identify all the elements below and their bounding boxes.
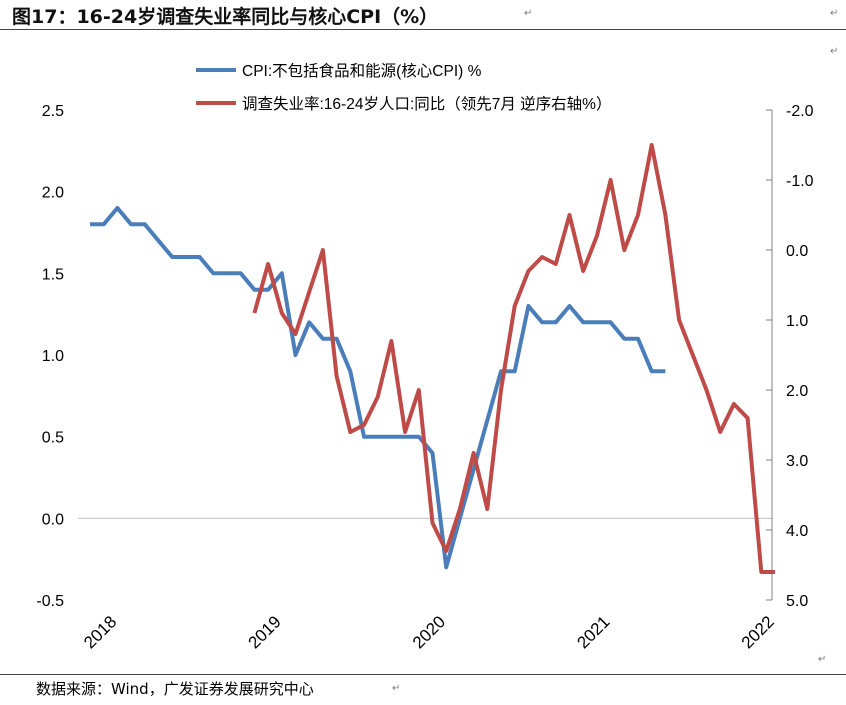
y-left-tick-label: 1.5 — [42, 266, 64, 283]
axes: 2.5 2.0 1.5 1.0 0.5 0.0 -0.5 -2.0 -1.0 0.0 1.0 2.0 3… — [36, 103, 813, 652]
y-right-tick-label: 2.0 — [786, 383, 808, 400]
source-divider — [0, 674, 846, 675]
legend-label: 调查失业率:16-24岁人口:同比（领先7月 逆序右轴%） — [242, 95, 611, 113]
title-divider — [0, 29, 846, 30]
y-right-tick-label: 5.0 — [786, 593, 808, 610]
y-right-tick-label: 0.0 — [786, 243, 808, 260]
x-tick-label: 2021 — [573, 612, 613, 652]
chart: 2.5 2.0 1.5 1.0 0.5 0.0 -0.5 -2.0 -1.0 0.0 1.0 2.0 3… — [36, 62, 813, 652]
figure-title: 图17：16-24岁调查失业率同比与核心CPI（%） — [12, 6, 439, 28]
y-left-tick-label: 2.0 — [42, 185, 64, 202]
y-left-tick-label: -0.5 — [36, 593, 64, 610]
series-line-core-cpi — [90, 206, 666, 570]
x-tick-label: 2018 — [80, 612, 120, 652]
y-right-tick-label: 4.0 — [786, 523, 808, 540]
paragraph-mark-icon: ↵ — [830, 8, 839, 19]
y-left-tick-label: 1.0 — [42, 348, 64, 365]
y-right-tick-label: 1.0 — [786, 313, 808, 330]
y-left-tick-label: 2.5 — [42, 103, 64, 120]
y-right-tick-label: -2.0 — [786, 103, 814, 120]
paragraph-mark-icon: ↵ — [392, 683, 401, 694]
y-left-tick-label: 0.0 — [42, 511, 64, 528]
x-tick-label: 2020 — [409, 612, 449, 652]
paragraph-mark-icon: ↵ — [830, 46, 839, 57]
series-line-youth-unemployment — [252, 143, 775, 574]
x-tick-label: 2022 — [738, 612, 778, 652]
chart-series — [90, 143, 775, 574]
y-left-tick-label: 0.5 — [42, 430, 64, 447]
y-right-tick-label: -1.0 — [786, 173, 814, 190]
legend: CPI:不包括食品和能源(核心CPI) % 调查失业率:16-24岁人口:同比（领… — [196, 62, 611, 113]
paragraph-mark-icon: ↵ — [524, 8, 533, 19]
y-right-tick-label: 3.0 — [786, 453, 808, 470]
paragraph-mark-icon: ↵ — [818, 654, 827, 665]
legend-label: CPI:不包括食品和能源(核心CPI) % — [242, 62, 482, 80]
x-tick-label: 2019 — [245, 612, 285, 652]
source-note: 数据来源：Wind，广发证券发展研究中心 — [36, 680, 314, 698]
